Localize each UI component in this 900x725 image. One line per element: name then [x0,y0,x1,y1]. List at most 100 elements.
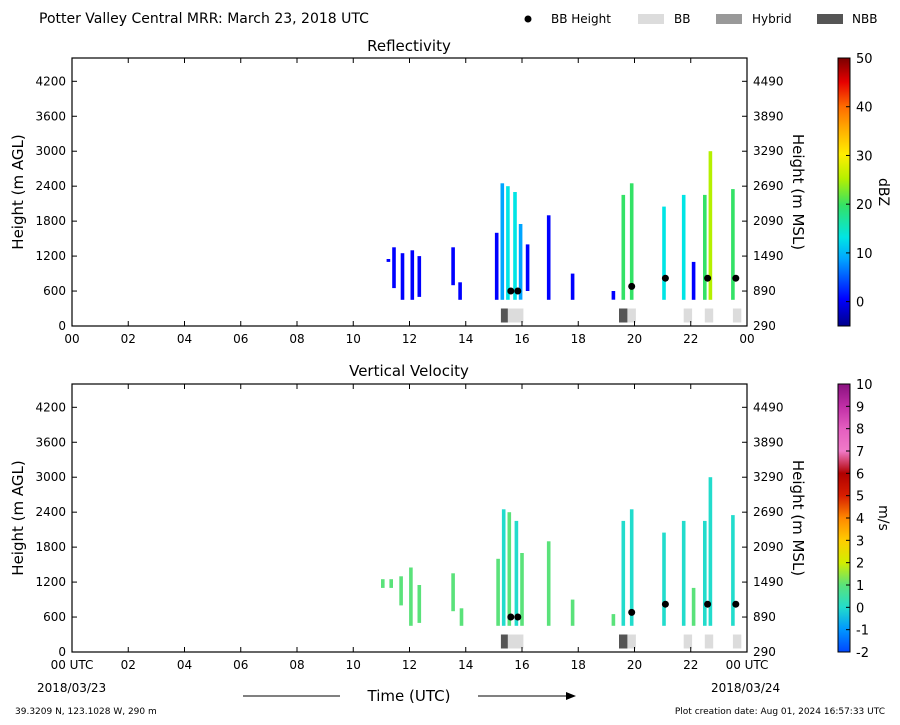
reflectivity-echo-column [500,183,505,300]
velocity-title: Vertical Velocity [349,362,469,380]
reflectivity-bb-type-bar [500,308,508,323]
velocity-x-tick-label: 20 [627,658,642,672]
time-axis-arrow-icon [566,692,576,700]
velocity-echo-column [629,509,634,626]
reflectivity-bb-height-marker [661,274,669,282]
reflectivity-echo-column [386,259,391,262]
velocity-x-tick-label: 08 [289,658,304,672]
reflectivity-echo-column [629,183,634,300]
reflectivity-x-tick-label: 02 [121,332,136,346]
velocity-bb-type-bar [507,634,524,649]
reflectivity-bb-type-bar [627,308,636,323]
reflectivity-bb-type-bar [732,308,742,323]
reflectivity-bb-height-marker [732,274,740,282]
velocity-colorbar-tick-label: -2 [856,646,869,661]
velocity-colorbar-label: m/s [875,505,891,531]
velocity-bb-height-marker [628,608,636,616]
reflectivity-echo-column [451,247,455,286]
reflectivity-x-tick-label: 12 [402,332,417,346]
velocity-echo-column [662,532,666,626]
velocity-echo-column [621,520,626,626]
velocity-bb-type-bar [627,634,636,649]
reflectivity-y-tick-label-right: 2690 [753,179,784,193]
reflectivity-x-tick-label: 06 [233,332,248,346]
reflectivity-x-tick-label: 18 [571,332,586,346]
reflectivity-echo-column [417,256,422,297]
legend-bb-height-label: BB Height [551,12,611,26]
velocity-data-layer [381,477,742,649]
velocity-bb-height-marker [661,600,669,608]
reflectivity-echo-column [731,189,735,300]
location-note: 39.3209 N, 123.1028 W, 290 m [15,707,157,717]
velocity-echo-column [409,567,413,626]
reflectivity-echo-column [525,244,530,291]
reflectivity-echo-column [662,206,666,300]
reflectivity-y-tick-label-right: 3890 [753,109,784,123]
reflectivity-bb-height-marker [507,287,515,295]
legend: BB Height BB Hybrid NBB [524,12,877,26]
velocity-echo-column [691,587,696,626]
velocity-echo-column [681,520,686,626]
velocity-panel: 00 UTC 02 04 06 08 10 12 14 16 18 20 22 00 UTC060012… [9,362,891,672]
velocity-echo-column [399,576,403,606]
reflectivity-echo-column [513,192,517,300]
velocity-echo-column [514,520,519,626]
velocity-y-tick-label-right: 1490 [753,575,784,589]
legend-bb-swatch [638,14,664,24]
legend-nbb-label: NBB [852,12,877,26]
velocity-echo-column [507,512,512,626]
reflectivity-colorbar-tick-label: 30 [856,149,873,164]
velocity-y-tick-label-left: 2400 [35,505,66,519]
velocity-x-tick-label: 00 UTC [726,658,769,672]
velocity-colorbar-tick-label: 1 [856,579,864,594]
velocity-y-tick-label-right: 2090 [753,540,784,554]
reflectivity-echo-column [400,253,405,300]
velocity-x-tick-label: 16 [514,658,529,672]
velocity-y-tick-label-left: 0 [58,645,66,659]
date-start-label: 2018/03/23 [37,681,106,695]
legend-nbb-swatch [817,14,843,24]
date-end-label: 2018/03/24 [711,681,780,695]
velocity-echo-column [501,509,506,626]
velocity-y-tick-label-left: 3000 [35,470,66,484]
reflectivity-bb-type-bar [683,308,693,323]
reflectivity-x-tick-label: 00 [739,332,754,346]
velocity-colorbar-ticks: -2 -1 0 1 2 3 4 5 6 7 8 9 10 [846,378,873,661]
reflectivity-ylabel-left: Height (m AGL) [9,134,27,249]
reflectivity-x-tick-label: 20 [627,332,642,346]
velocity-colorbar-tick-label: 7 [856,445,864,460]
reflectivity-echo-column [611,291,616,300]
velocity-y-tick-label-left: 4200 [35,400,66,414]
reflectivity-title: Reflectivity [367,37,451,55]
velocity-colorbar-tick-label: -1 [856,624,869,639]
velocity-colorbar-tick-label: 8 [856,423,864,438]
velocity-x-tick-label: 06 [233,658,248,672]
legend-bb-height-marker [524,15,532,23]
reflectivity-colorbar-tick-label: 0 [856,296,864,311]
reflectivity-panel: 00 02 04 06 08 10 12 14 16 18 20 22 0006001200180024… [9,37,891,346]
velocity-echo-column [389,579,393,588]
velocity-x-tick-label: 02 [121,658,136,672]
reflectivity-colorbar-tick-label: 10 [856,247,873,262]
dbz-colorbar-label: dBZ [875,178,891,206]
reflectivity-x-tick-label: 14 [458,332,473,346]
reflectivity-x-tick-label: 00 [64,332,79,346]
reflectivity-x-tick-label: 16 [514,332,529,346]
reflectivity-echo-column [410,250,415,300]
velocity-colorbar-tick-label: 2 [856,557,864,572]
velocity-x-tick-label: 14 [458,658,473,672]
dbz-colorbar [837,57,851,327]
velocity-y-tick-label-left: 600 [43,610,66,624]
velocity-y-tick-label-right: 890 [753,610,776,624]
reflectivity-echo-column [708,151,713,300]
velocity-echo-column [546,541,551,626]
velocity-echo-column [417,585,422,623]
velocity-y-tick-label-left: 3600 [35,435,66,449]
reflectivity-x-tick-label: 22 [683,332,698,346]
reflectivity-y-tick-label-left: 2400 [35,179,66,193]
velocity-x-tick-label: 22 [683,658,698,672]
reflectivity-ylabel-right: Height (m MSL) [789,134,807,250]
velocity-ylabel-right: Height (m MSL) [789,460,807,576]
reflectivity-echo-column [621,194,626,300]
